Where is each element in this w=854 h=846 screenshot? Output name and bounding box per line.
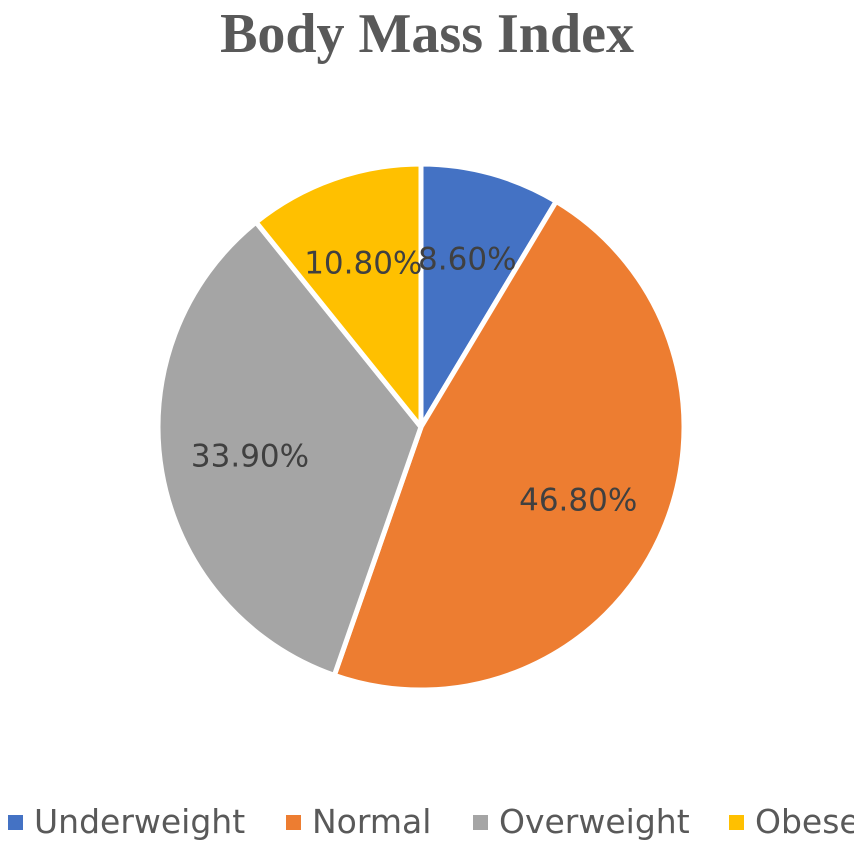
pie-slice-normal <box>331 198 687 693</box>
pie-slice-overweight <box>155 219 424 678</box>
data-label-obese: 10.80% <box>304 245 422 281</box>
legend-swatch-underweight <box>8 815 23 830</box>
legend-swatch-overweight <box>473 815 488 830</box>
chart-legend: Underweight Normal Overweight Obese <box>0 800 854 844</box>
legend-label-normal: Normal <box>312 802 432 841</box>
pie-slice-obese <box>253 161 424 430</box>
legend-swatch-obese <box>729 815 744 830</box>
data-label-overweight: 33.90% <box>191 439 309 475</box>
pie-slices <box>155 161 687 693</box>
chart-title: Body Mass Index <box>220 3 634 65</box>
pie-chart: 8.60% 46.80% 33.90% 10.80% <box>155 161 687 693</box>
pie-data-labels: 8.60% 46.80% 33.90% 10.80% <box>191 242 637 519</box>
legend-label-underweight: Underweight <box>34 802 246 841</box>
data-label-normal: 46.80% <box>519 483 637 519</box>
data-label-underweight: 8.60% <box>418 242 516 278</box>
legend-label-overweight: Overweight <box>499 802 690 841</box>
pie-slice-underweight <box>418 161 559 430</box>
legend-swatch-normal <box>286 815 301 830</box>
legend-label-obese: Obese <box>755 802 854 841</box>
